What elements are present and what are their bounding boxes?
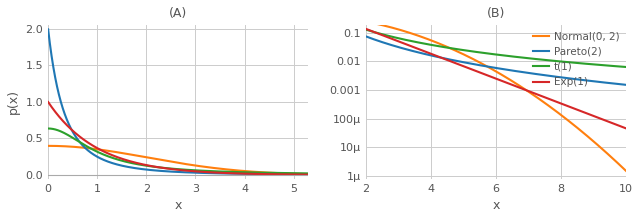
- X-axis label: x: x: [492, 199, 500, 212]
- Title: (B): (B): [486, 7, 505, 20]
- Legend: Normal(0, 2), Pareto(2), t(1), Exp(1): Normal(0, 2), Pareto(2), t(1), Exp(1): [529, 27, 624, 91]
- Title: (A): (A): [169, 7, 188, 20]
- X-axis label: x: x: [175, 199, 182, 212]
- Y-axis label: p(x): p(x): [7, 89, 20, 115]
